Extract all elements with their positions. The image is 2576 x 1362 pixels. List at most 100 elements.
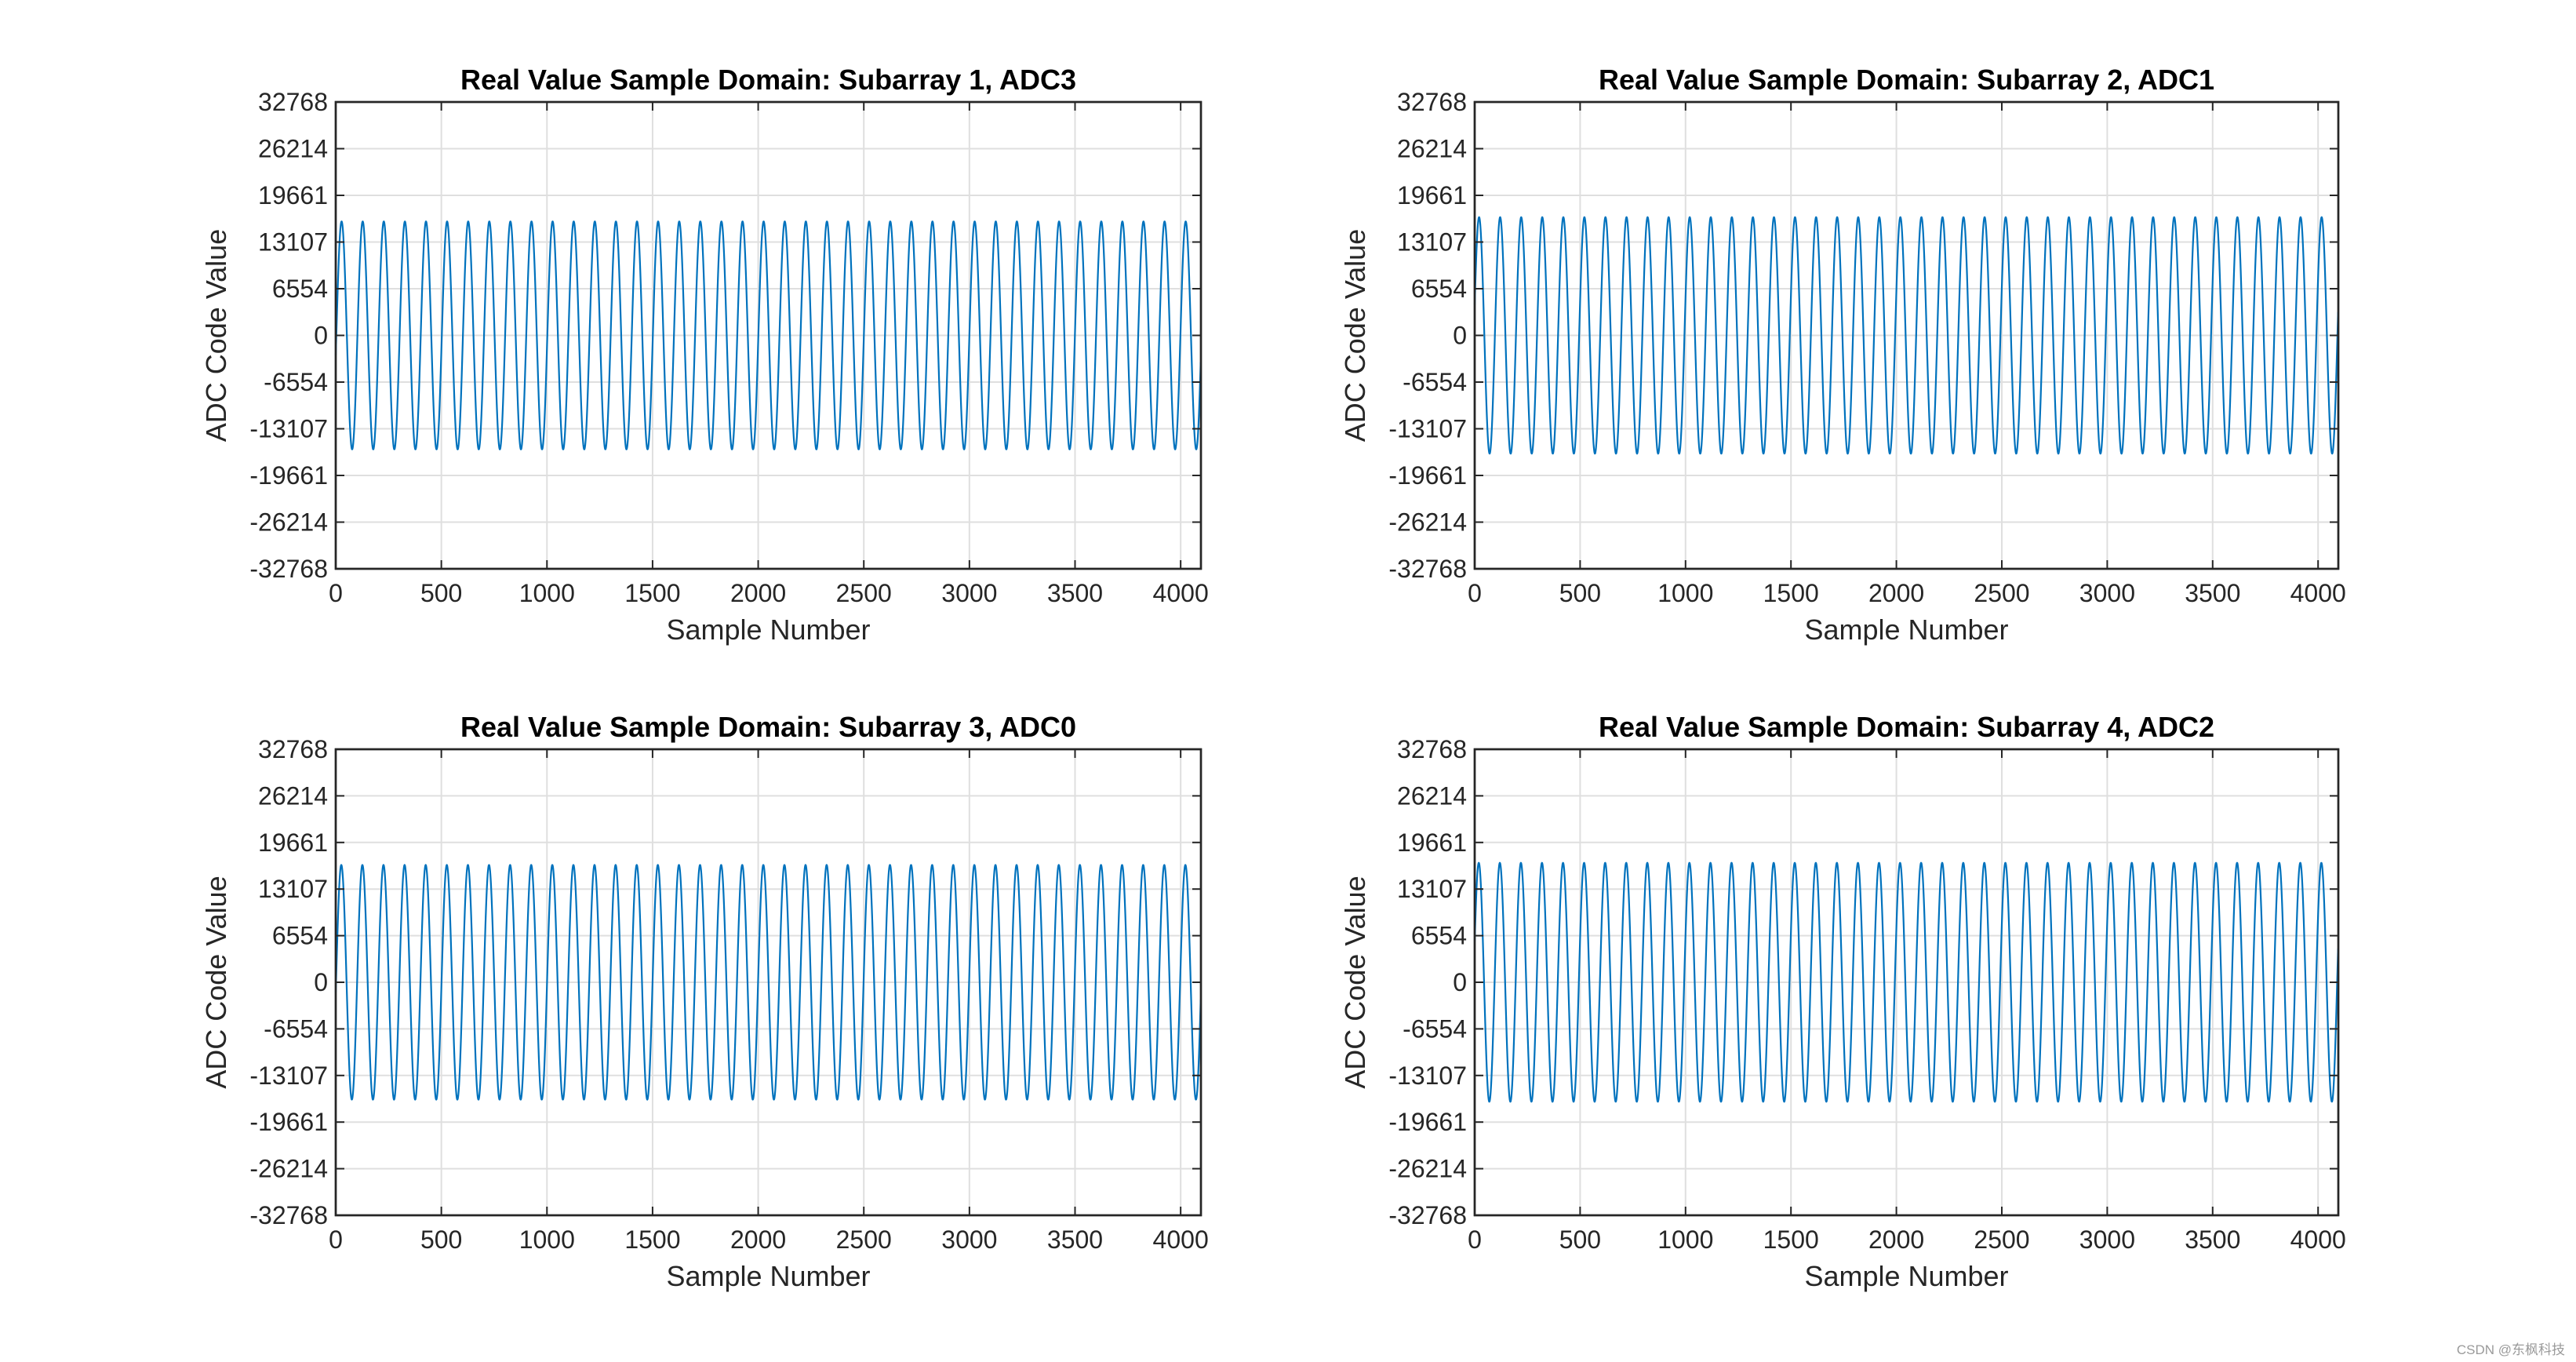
x-tick-label: 3500	[2185, 1225, 2240, 1254]
y-tick-label: -19661	[1388, 461, 1467, 490]
y-tick-label: -19661	[249, 1108, 328, 1136]
x-tick-label: 3000	[2079, 579, 2135, 607]
y-axis-label: ADC Code Value	[200, 229, 232, 442]
x-tick-label: 2500	[1974, 579, 2029, 607]
watermark: CSDN @东枫科技	[2457, 1342, 2565, 1357]
x-tick-label: 0	[1468, 1225, 1482, 1254]
x-tick-label: 3000	[2079, 1225, 2135, 1254]
x-tick-label: 0	[329, 579, 343, 607]
x-tick-label: 1000	[1657, 1225, 1713, 1254]
x-tick-label: 0	[329, 1225, 343, 1254]
y-tick-label: 32768	[1397, 735, 1467, 763]
x-tick-label: 2000	[730, 579, 786, 607]
x-axis-label: Sample Number	[1804, 614, 2008, 646]
y-axis-label: ADC Code Value	[200, 876, 232, 1088]
x-tick-label: 500	[420, 579, 462, 607]
subplot: 0 500 1000 1500 2000 2500 3000 3500 4000 32768 262…	[1339, 711, 2346, 1292]
x-axis-label: Sample Number	[666, 614, 870, 646]
x-tick-label: 1500	[1763, 1225, 1819, 1254]
chart-title: Real Value Sample Domain: Subarray 2, AD…	[1599, 64, 2214, 96]
y-tick-label: -19661	[1388, 1108, 1467, 1136]
y-tick-label: 19661	[258, 181, 328, 209]
y-tick-label: 0	[314, 968, 328, 996]
x-tick-label: 1000	[519, 579, 575, 607]
x-tick-label: 3000	[941, 579, 997, 607]
x-tick-label: 3000	[941, 1225, 997, 1254]
y-tick-label: 26214	[1397, 781, 1467, 810]
y-tick-label: -13107	[249, 1062, 328, 1090]
y-tick-label: 0	[1453, 322, 1467, 350]
x-tick-label: 4000	[1153, 1225, 1209, 1254]
y-tick-label: 0	[314, 322, 328, 350]
y-tick-label: -6554	[1403, 368, 1467, 396]
y-axis-label: ADC Code Value	[1339, 229, 1371, 442]
x-tick-label: 2000	[730, 1225, 786, 1254]
x-tick-label: 4000	[2290, 1225, 2346, 1254]
x-tick-label: 0	[1468, 579, 1482, 607]
x-tick-label: 2000	[1868, 579, 1924, 607]
y-axis-label: ADC Code Value	[1339, 876, 1371, 1088]
x-axis-label: Sample Number	[666, 1260, 870, 1292]
series-line	[1473, 861, 2339, 1103]
y-tick-label: -32768	[1388, 1201, 1467, 1229]
y-tick-label: 32768	[1397, 88, 1467, 116]
y-tick-label: 26214	[258, 781, 328, 810]
series-line	[1473, 216, 2339, 455]
y-tick-label: -26214	[1388, 508, 1467, 536]
y-tick-label: 13107	[258, 228, 328, 257]
x-tick-label: 500	[420, 1225, 462, 1254]
y-tick-label: 26214	[258, 135, 328, 163]
y-tick-label: -32768	[1388, 555, 1467, 583]
y-tick-label: -19661	[249, 461, 328, 490]
x-axis-label: Sample Number	[1804, 1260, 2008, 1292]
y-tick-label: 26214	[1397, 135, 1467, 163]
y-tick-label: -26214	[1388, 1155, 1467, 1183]
y-tick-label: -6554	[1403, 1014, 1467, 1043]
x-tick-label: 3500	[1047, 1225, 1103, 1254]
y-tick-label: -13107	[249, 414, 328, 442]
y-tick-label: 13107	[258, 875, 328, 903]
x-tick-label: 1500	[624, 1225, 680, 1254]
x-tick-label: 3500	[2185, 579, 2240, 607]
x-tick-label: 2000	[1868, 1225, 1924, 1254]
y-tick-label: -32768	[249, 555, 328, 583]
chart-title: Real Value Sample Domain: Subarray 3, AD…	[460, 711, 1076, 743]
x-tick-label: 4000	[1153, 579, 1209, 607]
y-tick-label: -6554	[264, 1014, 328, 1043]
y-tick-label: -6554	[264, 368, 328, 396]
y-tick-label: 19661	[1397, 828, 1467, 857]
x-tick-label: 2500	[1974, 1225, 2029, 1254]
y-tick-label: -32768	[249, 1201, 328, 1229]
y-tick-label: -13107	[1388, 414, 1467, 442]
y-tick-label: -26214	[249, 508, 328, 536]
y-tick-label: 13107	[1397, 875, 1467, 903]
series-line	[334, 864, 1202, 1101]
y-tick-label: -13107	[1388, 1062, 1467, 1090]
x-tick-label: 2500	[836, 579, 892, 607]
y-tick-label: 6554	[1411, 275, 1467, 303]
x-tick-label: 2500	[836, 1225, 892, 1254]
x-tick-label: 1000	[519, 1225, 575, 1254]
x-tick-label: 500	[1559, 579, 1601, 607]
chart-title: Real Value Sample Domain: Subarray 1, AD…	[460, 64, 1076, 96]
y-tick-label: 6554	[272, 922, 328, 950]
y-tick-label: 19661	[1397, 181, 1467, 209]
y-tick-label: -26214	[249, 1155, 328, 1183]
x-tick-label: 3500	[1047, 579, 1103, 607]
subplot-grid: 0 500 1000 1500 2000 2500 3000 3500 4000 32768 262…	[200, 64, 2346, 1292]
y-tick-label: 0	[1453, 968, 1467, 996]
y-tick-label: 32768	[258, 735, 328, 763]
chart-title: Real Value Sample Domain: Subarray 4, AD…	[1599, 711, 2214, 743]
subplot: 0 500 1000 1500 2000 2500 3000 3500 4000 32768 262…	[200, 711, 1209, 1292]
x-tick-label: 4000	[2290, 579, 2346, 607]
y-tick-label: 6554	[272, 275, 328, 303]
x-tick-label: 500	[1559, 1225, 1601, 1254]
subplot: 0 500 1000 1500 2000 2500 3000 3500 4000 32768 262…	[1339, 64, 2346, 646]
x-tick-label: 1500	[624, 579, 680, 607]
y-tick-label: 19661	[258, 828, 328, 857]
series-line	[334, 220, 1202, 450]
subplot: 0 500 1000 1500 2000 2500 3000 3500 4000 32768 262…	[200, 64, 1209, 646]
y-tick-label: 32768	[258, 88, 328, 116]
x-tick-label: 1000	[1657, 579, 1713, 607]
